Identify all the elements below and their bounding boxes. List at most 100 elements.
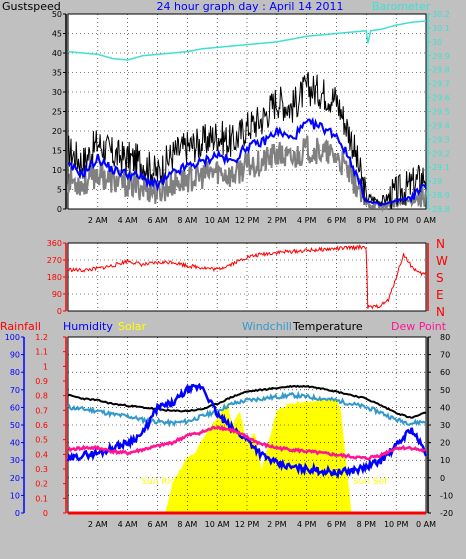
y-tick-label: 360	[47, 239, 62, 248]
x-tick-label: 10 AM	[205, 520, 230, 529]
x-tick-label: 0 AM	[416, 216, 436, 225]
compass-label: E	[436, 288, 444, 302]
y-tick-label: 29	[432, 177, 442, 186]
legend-windchill: Windchill	[242, 320, 292, 333]
x-tick-label: 2 AM	[88, 520, 108, 529]
dewpoint-series	[67, 424, 427, 461]
y-tick-label: 40	[440, 403, 450, 412]
x-tick-label: 2 AM	[88, 216, 108, 225]
y-tick-label: -20	[440, 509, 453, 518]
y-tick-label: 20	[10, 474, 20, 483]
x-tick-label: 8 PM	[357, 520, 376, 529]
y-tick-label: 25	[52, 108, 62, 117]
y-tick-label: 60	[440, 368, 450, 377]
y-tick-label: 29.2	[432, 149, 450, 158]
gustspeed-series	[67, 71, 427, 210]
barometer-series	[67, 20, 427, 61]
y-tick-label: 1	[43, 362, 48, 371]
y-tick-label: 0	[57, 205, 62, 214]
y-tick-label: 30	[432, 38, 442, 47]
legend-dewpoint: Dew Point	[391, 320, 447, 333]
x-tick-label: 2 PM	[267, 216, 286, 225]
x-tick-label: 6 PM	[327, 216, 346, 225]
y-tick-label: 0.4	[35, 450, 48, 459]
x-tick-label: 4 PM	[297, 216, 316, 225]
sunset-annotation: Sun Set	[353, 477, 388, 487]
x-tick-label: 12 PM	[235, 520, 260, 529]
x-tick-label: 2 PM	[267, 520, 286, 529]
y-tick-label: 80	[440, 333, 450, 342]
y-tick-label: 100	[5, 333, 20, 342]
y-tick-label: 0.3	[35, 465, 48, 474]
y-tick-label: 1.2	[35, 333, 48, 342]
y-tick-label: 0.6	[35, 421, 48, 430]
y-tick-label: 70	[440, 351, 450, 360]
y-tick-label: 29.6	[432, 94, 450, 103]
x-tick-label: 8 PM	[357, 216, 376, 225]
temperature-panel-grid	[68, 337, 426, 513]
windspeed-series	[67, 116, 427, 207]
y-tick-label: 5	[57, 186, 62, 195]
wind-panel-time-ticks: 2 AM 4 AM 6 AM 8 AM 10 AM 12 PM 2 PM 4 PM 6 PM 8 …	[88, 216, 436, 225]
y-tick-label: 40	[52, 49, 62, 58]
solar-rain-axis-ticks: 0 0.1 0.2 0.3 0.4 0.5 0.6 0.7 0.8 0.9 1 1.1 1.2	[35, 333, 66, 518]
x-tick-label: 4 AM	[118, 216, 138, 225]
y-tick-label: 50	[440, 386, 450, 395]
y-tick-label: 270	[47, 256, 62, 265]
wind-panel-axes	[65, 14, 429, 209]
legend-rainfall: Rainfall	[0, 320, 41, 333]
gust-axis-ticks: 0 5 10 15 20 25 30 35 40 45 50	[52, 10, 66, 214]
y-tick-label: 0	[43, 509, 48, 518]
y-tick-label: 29.7	[432, 80, 450, 89]
x-tick-label: 6 PM	[327, 520, 346, 529]
barometer-axis-ticks: 28.8 28.9 29 29.1 29.2 29.3 29.4 29.5 29.6 29.7 29…	[428, 10, 450, 214]
y-tick-label: 0.9	[35, 377, 48, 386]
y-tick-label: 0.2	[35, 480, 48, 489]
y-tick-label: 10	[10, 491, 20, 500]
direction-panel-grid	[68, 243, 426, 311]
y-tick-label: 29.3	[432, 135, 450, 144]
y-tick-label: 90	[10, 351, 20, 360]
y-tick-label: 20	[52, 127, 62, 136]
compass-label: N	[436, 305, 445, 319]
barometer-axis-label: Barometer	[372, 0, 431, 13]
y-tick-label: 50	[52, 10, 62, 19]
x-tick-label: 10 PM	[384, 520, 409, 529]
y-tick-label: 70	[10, 386, 20, 395]
y-tick-label: 90	[52, 290, 62, 299]
windchill-series	[67, 390, 427, 428]
y-tick-label: 30	[52, 88, 62, 97]
y-tick-label: 30	[440, 421, 450, 430]
legend-solar: Solar	[118, 320, 147, 333]
compass-label: S	[436, 271, 444, 285]
y-tick-label: 0	[440, 474, 445, 483]
x-tick-label: 0 AM	[416, 520, 436, 529]
y-tick-label: 45	[52, 30, 62, 39]
y-tick-label: 30.1	[432, 24, 450, 33]
y-tick-label: 29.5	[432, 108, 450, 117]
y-tick-label: 35	[52, 69, 62, 78]
x-tick-label: 6 AM	[147, 520, 167, 529]
y-tick-label: 29.1	[432, 163, 450, 172]
y-tick-label: 10	[52, 166, 62, 175]
x-tick-label: 10 PM	[384, 216, 409, 225]
y-tick-label: 30.2	[432, 10, 450, 19]
x-tick-label: 8 AM	[177, 520, 197, 529]
y-tick-label: 30	[10, 456, 20, 465]
compass-label: W	[436, 254, 448, 268]
wind-direction-series	[67, 243, 427, 310]
y-tick-label: 15	[52, 147, 62, 156]
y-tick-label: 0.5	[35, 436, 48, 445]
y-tick-label: 0	[15, 509, 20, 518]
x-tick-label: 8 AM	[177, 216, 197, 225]
sunrise-annotation: Sun Rise	[141, 477, 180, 487]
x-tick-label: 12 PM	[235, 216, 260, 225]
y-tick-label: 29.4	[432, 121, 450, 130]
temperature-panel-time-ticks: 2 AM 4 AM 6 AM 8 AM 10 AM 12 PM 2 PM 4 PM 6 PM 8 …	[88, 520, 436, 529]
y-tick-label: 60	[10, 403, 20, 412]
y-tick-label: 0.1	[35, 494, 48, 503]
y-tick-label: 1.1	[35, 348, 48, 357]
y-tick-label: 28.8	[432, 205, 450, 214]
